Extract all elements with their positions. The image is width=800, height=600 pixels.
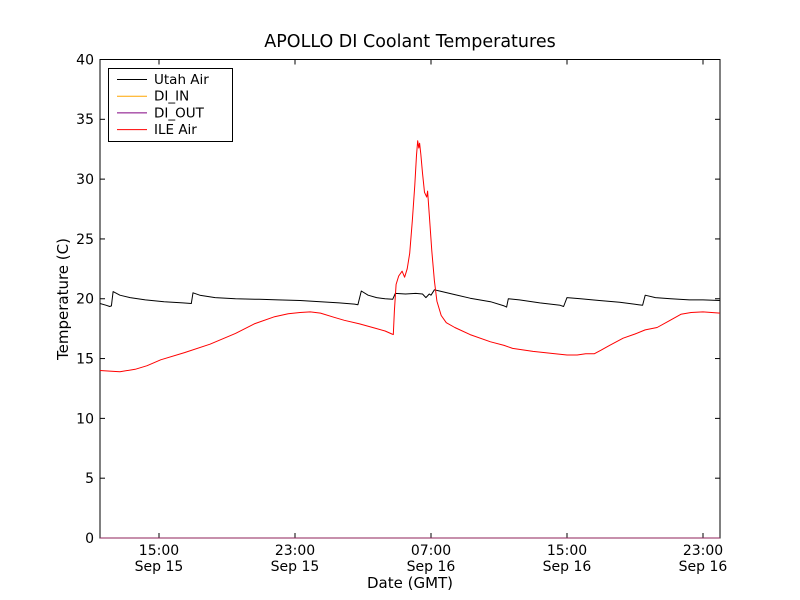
y-tick-label: 0 xyxy=(85,531,94,547)
x-tick-label-time: 23:00 xyxy=(275,543,315,559)
y-tick-label: 40 xyxy=(76,52,94,68)
y-axis-label: Temperature (C) xyxy=(54,238,72,361)
x-tick-label-date: Sep 16 xyxy=(679,559,728,575)
y-tick-label: 20 xyxy=(76,292,94,308)
y-tick-label: 10 xyxy=(76,411,94,427)
x-axis-label: Date (GMT) xyxy=(367,574,453,592)
x-tick-label-date: Sep 15 xyxy=(271,559,320,575)
chart-line-utah-air xyxy=(99,289,721,308)
chart-line-ile-air xyxy=(99,140,721,373)
y-tick-label: 30 xyxy=(76,172,94,188)
y-tick-label: 25 xyxy=(76,232,94,248)
legend-label-ile-air: ILE Air xyxy=(154,122,197,138)
series-lines xyxy=(99,140,721,539)
legend-label-utah-air: Utah Air xyxy=(154,72,209,88)
x-tick-label-date: Sep 16 xyxy=(543,559,592,575)
y-tick-label: 15 xyxy=(76,351,94,367)
x-tick-label-date: Sep 15 xyxy=(135,559,184,575)
chart-title: APOLLO DI Coolant Temperatures xyxy=(264,32,555,52)
x-tick-label-time: 15:00 xyxy=(139,543,179,559)
x-tick-label-time: 23:00 xyxy=(683,543,723,559)
x-tick-label-time: 15:00 xyxy=(547,543,587,559)
x-tick-label-date: Sep 16 xyxy=(407,559,456,575)
x-tick-label-time: 07:00 xyxy=(411,543,451,559)
y-tick-label: 35 xyxy=(76,112,94,128)
legend-label-di-in: DI_IN xyxy=(154,89,189,105)
legend-label-di-out: DI_OUT xyxy=(154,105,205,121)
y-tick-label: 5 xyxy=(85,471,94,487)
